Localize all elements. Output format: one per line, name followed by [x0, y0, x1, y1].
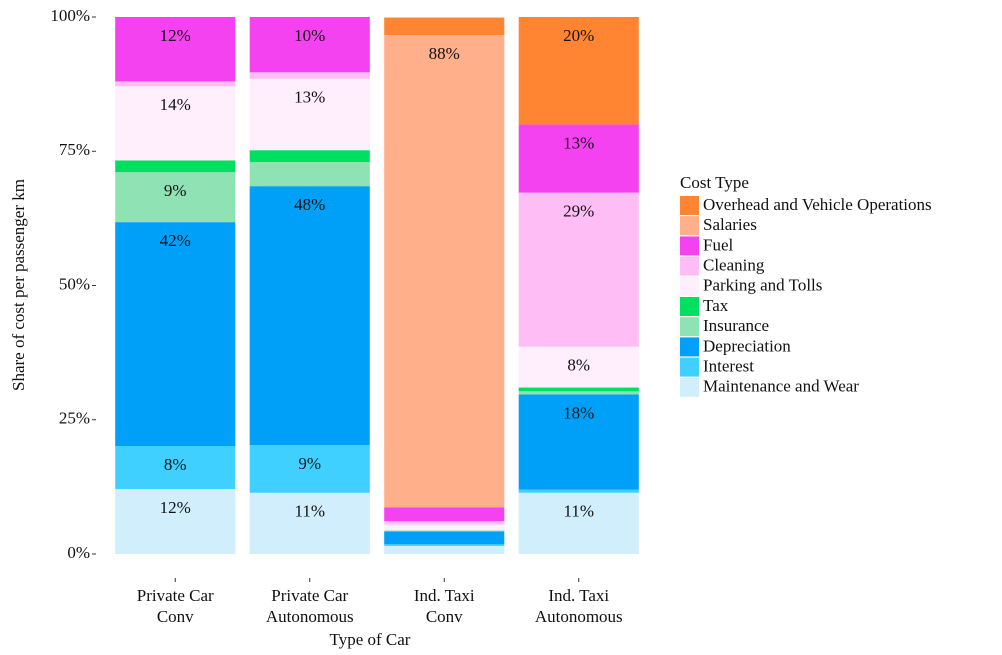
legend-label: Cleaning — [703, 256, 765, 275]
legend-key — [680, 276, 699, 296]
bar-segment — [115, 81, 236, 87]
data-label: 12% — [160, 26, 191, 45]
legend-label: Parking and Tolls — [703, 276, 822, 295]
legend-key — [680, 297, 699, 316]
data-label: 12% — [160, 498, 191, 517]
y-axis-title: Share of cost per passenger km — [9, 179, 28, 391]
data-label: 13% — [563, 133, 594, 152]
y-tick-label: 75% — [59, 140, 90, 159]
bar-segment — [518, 387, 639, 392]
data-label: 11% — [294, 502, 325, 521]
bar-segment — [249, 78, 370, 151]
legend-label: Maintenance and Wear — [703, 377, 859, 396]
data-label: 9% — [164, 181, 187, 200]
legend-label: Insurance — [703, 316, 769, 335]
bar-segment — [384, 35, 505, 508]
legend-title: Cost Type — [680, 173, 749, 192]
bar-segment — [249, 150, 370, 162]
bar-segment — [384, 531, 505, 545]
data-label: 13% — [294, 88, 325, 107]
legend-label: Interest — [703, 357, 754, 376]
legend-key — [680, 236, 699, 256]
data-label: 29% — [563, 202, 594, 221]
bar-segment — [115, 446, 236, 490]
x-axis-title: Type of Car — [330, 630, 411, 649]
bar-segment — [384, 544, 505, 546]
bar-segment — [384, 545, 505, 554]
legend-key — [680, 256, 699, 276]
bar-segment — [384, 530, 505, 532]
bar-segment — [115, 489, 236, 554]
bar-segment — [115, 222, 236, 447]
bar-segment — [518, 17, 639, 125]
bar-segment — [518, 394, 639, 490]
legend-label: Overhead and Vehicle Operations — [703, 195, 932, 214]
legend-key — [680, 337, 699, 357]
bar-segment — [115, 160, 236, 173]
y-tick-label: 25% — [59, 409, 90, 428]
x-tick-label: Conv — [157, 607, 194, 626]
bar-segment — [518, 192, 639, 347]
legend-key — [680, 317, 699, 337]
data-label: 48% — [294, 195, 325, 214]
legend-label: Fuel — [703, 235, 734, 254]
bar-segment — [384, 524, 505, 531]
x-tick-label: Ind. Taxi — [414, 586, 475, 605]
legend-label: Depreciation — [703, 336, 791, 355]
data-label: 8% — [164, 455, 187, 474]
x-tick-label: Private Car — [137, 586, 214, 605]
legend-key — [680, 196, 699, 215]
y-tick-label: 50% — [59, 274, 90, 293]
bar-segment — [384, 17, 505, 36]
bar-segment — [249, 444, 370, 493]
bar-segment — [518, 489, 639, 493]
data-label: 10% — [294, 26, 325, 45]
data-label: 18% — [563, 403, 594, 422]
y-tick-label: 0% — [67, 543, 90, 562]
x-tick-label: Autonomous — [266, 607, 354, 626]
bar-segment — [518, 346, 639, 388]
x-tick-label: Ind. Taxi — [548, 586, 609, 605]
bar-segment — [249, 161, 370, 187]
bar-segment — [384, 521, 505, 525]
data-label: 11% — [563, 502, 594, 521]
legend-key — [680, 216, 699, 236]
bar-segment — [249, 17, 370, 73]
bar-segment — [115, 86, 236, 161]
legend-key — [680, 357, 699, 377]
bar-segment — [115, 17, 236, 82]
bar-segment — [518, 492, 639, 554]
data-label: 20% — [563, 26, 594, 45]
data-label: 9% — [298, 454, 321, 473]
bar-segment — [518, 391, 639, 395]
x-tick-label: Autonomous — [535, 607, 623, 626]
legend-label: Salaries — [703, 215, 757, 234]
data-label: 88% — [429, 44, 460, 63]
data-label: 42% — [160, 231, 191, 250]
y-tick-label: 100% — [50, 6, 90, 25]
bar-segment — [249, 72, 370, 79]
data-label: 14% — [160, 95, 191, 114]
data-label: 8% — [567, 356, 590, 375]
legend-label: Tax — [703, 296, 729, 315]
bar-segment — [115, 172, 236, 223]
bar-segment — [249, 492, 370, 554]
x-tick-label: Conv — [426, 607, 463, 626]
legend-key — [680, 377, 699, 397]
bar-segment — [384, 507, 505, 522]
bar-segment — [518, 124, 639, 193]
bar-segment — [249, 186, 370, 445]
x-tick-label: Private Car — [271, 586, 348, 605]
